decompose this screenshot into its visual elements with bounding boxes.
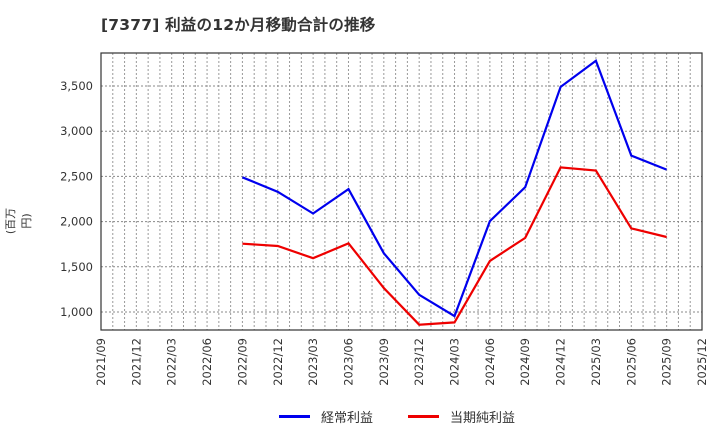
x-tick-label: 2025/09: [660, 338, 674, 386]
series-net-profit-line: [242, 166, 667, 326]
legend-swatch-blue: [279, 414, 310, 418]
x-tick-label: 2025/06: [624, 338, 638, 386]
y-tick-label: 1,500: [60, 260, 93, 274]
x-tick-label: 2022/09: [235, 338, 249, 386]
x-tick-label: 2023/06: [341, 338, 355, 386]
x-tick-label: 2023/03: [306, 338, 320, 386]
y-tick-label: 2,000: [60, 215, 93, 229]
y-tick-label: 3,000: [60, 124, 93, 138]
series-ordinary-profit-line: [241, 58, 668, 318]
x-tick-label: 2024/06: [483, 338, 497, 386]
x-tick-label: 2021/12: [129, 338, 143, 386]
legend: 経常利益 当期純利益: [0, 405, 720, 427]
y-tick-label: 1,000: [60, 305, 93, 319]
x-tick-label: 2022/12: [271, 338, 285, 386]
x-tick-label: 2024/09: [518, 338, 532, 386]
y-tick-label: 2,500: [60, 169, 93, 183]
data-series: [241, 58, 668, 326]
x-tick-label: 2025/03: [589, 338, 603, 386]
legend-label: 当期純利益: [450, 410, 516, 426]
chart-title: [7377] 利益の12か月移動合計の推移: [101, 16, 376, 34]
x-axis-ticks: 2021/09 2021/12 2022/03 2022/06 2022/09 2022/…: [94, 338, 709, 386]
x-tick-label: 2023/12: [412, 338, 426, 386]
x-tick-label: 2024/12: [554, 338, 568, 386]
x-tick-label: 2023/09: [377, 338, 391, 386]
legend-item-ordinary-profit: 経常利益: [279, 405, 373, 427]
y-axis-ticks: 1,000 1,500 2,000 2,500 3,000 3,500: [60, 79, 93, 319]
legend-label: 経常利益: [321, 410, 374, 426]
x-tick-label: 2025/12: [695, 338, 709, 386]
legend-swatch-red: [408, 414, 439, 418]
y-tick-label: 3,500: [60, 79, 93, 93]
x-tick-label: 2021/09: [94, 338, 108, 386]
plot-frame: [100, 52, 703, 331]
x-tick-label: 2024/03: [448, 338, 462, 386]
grid-lines: [101, 53, 702, 330]
x-tick-label: 2022/06: [200, 338, 214, 386]
x-tick-label: 2022/03: [165, 338, 179, 386]
legend-item-net-profit: 当期純利益: [408, 405, 515, 427]
